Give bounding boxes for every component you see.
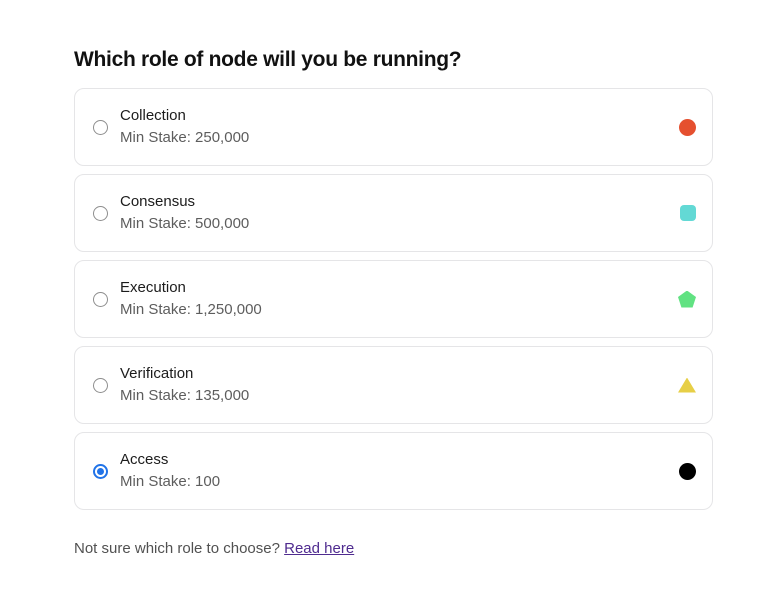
triangle-icon: [678, 377, 696, 393]
read-here-link[interactable]: Read here: [284, 540, 355, 557]
role-option-consensus[interactable]: Consensus Min Stake: 500,000: [74, 174, 713, 252]
radio-collection[interactable]: [93, 119, 108, 135]
radio-consensus[interactable]: [93, 205, 108, 221]
square-icon: [680, 205, 696, 221]
role-selection-page: Which role of node will you be running? …: [74, 48, 714, 557]
min-stake-label: Min Stake: 100: [120, 473, 221, 490]
role-name-label: Consensus: [120, 193, 196, 210]
pentagon-icon: [678, 290, 696, 308]
role-option-execution[interactable]: Execution Min Stake: 1,250,000: [74, 260, 713, 338]
min-stake-label: Min Stake: 135,000: [120, 387, 250, 404]
circle-icon: [679, 118, 696, 136]
option-texts: Verification Min Stake: 135,000: [120, 363, 249, 407]
option-texts: Consensus Min Stake: 500,000: [120, 191, 249, 235]
radio-verification[interactable]: [93, 377, 108, 393]
role-name-label: Execution: [120, 279, 186, 296]
role-option-collection[interactable]: Collection Min Stake: 250,000: [74, 88, 713, 166]
help-text: Not sure which role to choose? Read here: [74, 540, 714, 557]
black-circle-icon: [679, 462, 696, 480]
role-options-list: Collection Min Stake: 250,000 Consensus …: [74, 88, 713, 510]
role-option-access[interactable]: Access Min Stake: 100: [74, 432, 713, 510]
help-prompt: Not sure which role to choose?: [74, 540, 285, 557]
min-stake-label: Min Stake: 1,250,000: [120, 301, 262, 318]
page-title: Which role of node will you be running?: [74, 48, 462, 71]
min-stake-label: Min Stake: 250,000: [120, 129, 250, 146]
role-name-label: Access: [120, 451, 169, 468]
radio-execution[interactable]: [93, 291, 108, 307]
radio-access[interactable]: [93, 463, 108, 479]
role-name-label: Collection: [120, 107, 186, 124]
min-stake-label: Min Stake: 500,000: [120, 215, 250, 232]
role-name-label: Verification: [120, 365, 194, 382]
option-texts: Access Min Stake: 100: [120, 449, 220, 493]
option-texts: Execution Min Stake: 1,250,000: [120, 277, 262, 321]
role-option-verification[interactable]: Verification Min Stake: 135,000: [74, 346, 713, 424]
option-texts: Collection Min Stake: 250,000: [120, 105, 249, 149]
